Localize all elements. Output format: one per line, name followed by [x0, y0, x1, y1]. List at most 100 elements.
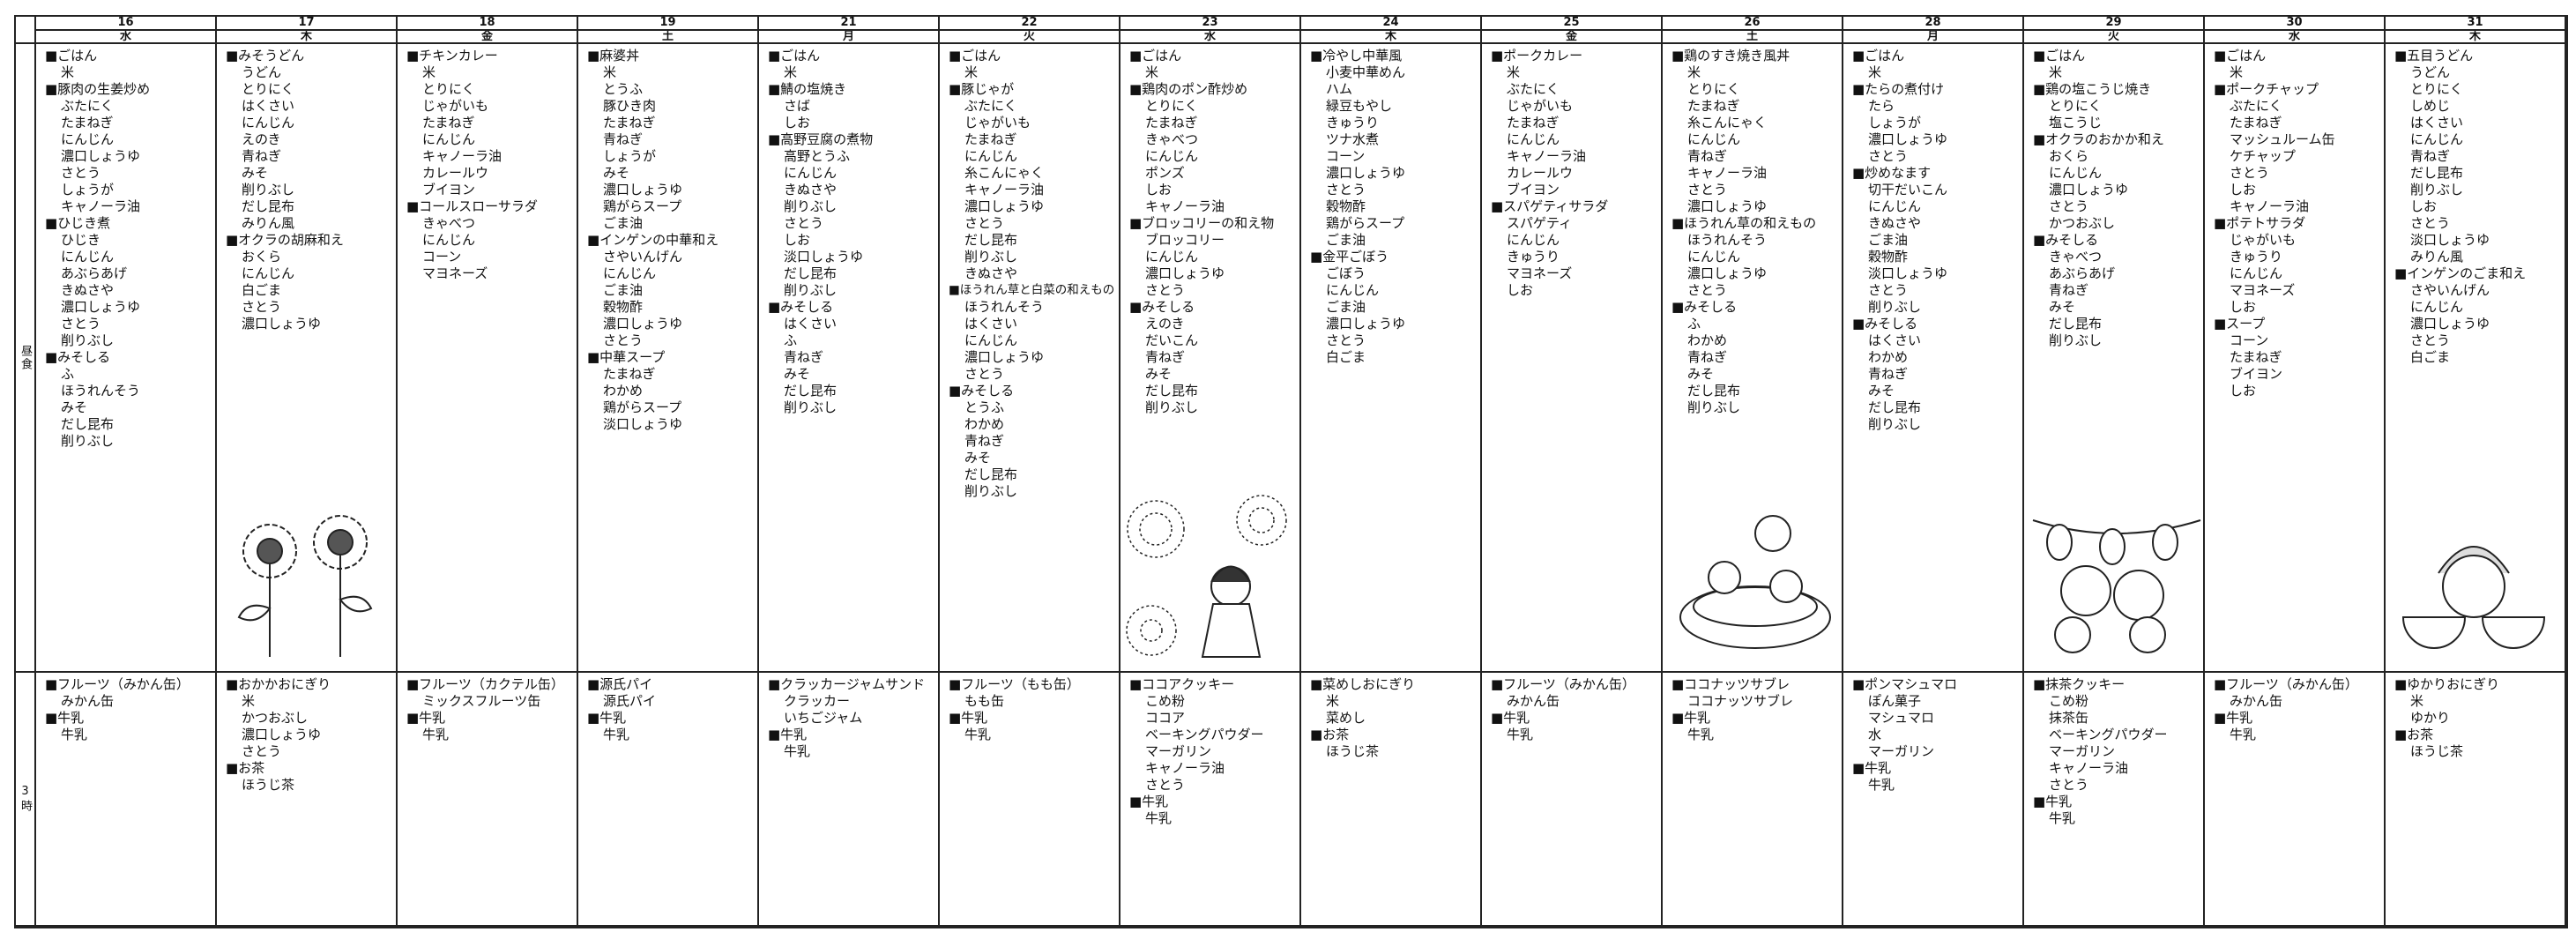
ingredient: ぽん菓子 — [1868, 693, 1922, 709]
dish-name: ■ゆかりおにぎり — [2394, 676, 2500, 692]
ingredient: 青ねぎ — [1687, 349, 1728, 365]
date-cell: 22 — [940, 17, 1120, 31]
ingredient: おくら — [2049, 148, 2089, 164]
ingredient: たら — [1868, 98, 1895, 114]
ingredient: マッシュルーム缶 — [2230, 131, 2335, 147]
lunch-cell: ■ポークカレー米ぶたにく じゃがいも たまねぎ にんじん キャノーラ油 カレールウ ブイヨン… — [1482, 44, 1663, 673]
ingredient: しお — [2230, 299, 2257, 315]
lunch-cell: ■鶏のすき焼き風丼米とりにく たまねぎ 糸こんにゃく にんじん 青ねぎ キャノーラ油 さとう… — [1663, 44, 1843, 673]
ingredient: カレールウ — [1507, 165, 1574, 181]
ingredient: にんじん — [964, 332, 1018, 348]
ingredient: クラッカー — [784, 693, 851, 709]
ingredient: 鶏がらスープ — [1326, 215, 1405, 231]
dish-name: ■みそしる — [1671, 299, 1738, 315]
ingredient: とうふ — [964, 399, 1005, 415]
ingredient: だし昆布 — [2410, 165, 2464, 181]
ingredient: こめ粉 — [2049, 693, 2089, 709]
ingredient: 削りぶし — [1868, 299, 1922, 315]
ingredient: キャノーラ油 — [61, 198, 141, 214]
ingredient: さば — [784, 98, 811, 114]
dish-name: ■インゲンのごま和え — [2394, 265, 2527, 281]
date-cell: 17 — [217, 17, 398, 31]
ingredient: さとう — [2410, 215, 2451, 231]
ingredient: 削りぶし — [784, 399, 838, 415]
ingredient: 青ねぎ — [603, 131, 644, 147]
dish-name: ■中華スープ — [587, 349, 666, 365]
ingredient: 牛乳 — [1507, 727, 1534, 742]
ingredient: たまねぎ — [1687, 98, 1740, 114]
ingredient: しめじ — [2410, 98, 2451, 114]
ingredient: 濃口しょうゆ — [61, 148, 141, 164]
ingredient: さとう — [2049, 198, 2089, 214]
date-cell: 30 — [2205, 17, 2386, 31]
ingredient: 米 — [603, 64, 617, 80]
ingredient: たまねぎ — [2230, 349, 2282, 365]
ingredient: とりにく — [1687, 81, 1740, 97]
ingredient: たまねぎ — [603, 115, 656, 130]
ingredient: にんじん — [1507, 131, 1560, 147]
dish-name: ■ごはん — [1129, 48, 1182, 63]
ingredient: 牛乳 — [784, 743, 811, 759]
weekday-cell: 水 — [36, 31, 217, 44]
ingredient: にんじん — [2049, 165, 2103, 181]
ingredient: マヨネーズ — [1507, 265, 1573, 281]
ingredient: だし昆布 — [784, 265, 838, 281]
ingredient: とりにく — [1145, 98, 1198, 114]
ingredient: みりん風 — [242, 215, 295, 231]
ingredient: 米 — [784, 64, 798, 80]
ingredient: ブイヨン — [422, 182, 476, 198]
ingredient: しお — [2410, 198, 2438, 214]
ingredient: しお — [2230, 182, 2257, 198]
ingredient: 白ごま — [242, 282, 282, 298]
ingredient: たまねぎ — [1507, 115, 1560, 130]
lunch-cell: ■ごはん米 ■豚肉の生姜炒め ぶたにく たまねぎ にんじん 濃口しょうゆ さとう しょうが キャ… — [36, 44, 217, 673]
ingredient: 牛乳 — [964, 727, 992, 742]
dish-name: ■牛乳 — [406, 710, 446, 726]
ingredient: 濃口しょうゆ — [1868, 131, 1948, 147]
ingredient: 青ねぎ — [964, 433, 1005, 449]
ingredient: マヨネーズ — [422, 265, 488, 281]
dish-name: ■鯖の塩焼き — [768, 81, 847, 97]
lunch-cell: ■五目うどん うどん とりにく しめじ はくさい にんじん 青ねぎ だし昆布 削りぶし しお さとう… — [2386, 44, 2566, 673]
ingredient: 牛乳 — [2230, 727, 2257, 742]
ingredient: じゃがいも — [964, 115, 1031, 130]
ingredient: はくさい — [2410, 115, 2464, 130]
date-cell: 16 — [36, 17, 217, 31]
ingredient: にんじん — [1145, 249, 1199, 265]
ingredient: しょうが — [603, 148, 657, 164]
dish-name: ■フルーツ（カクテル缶） — [406, 676, 564, 692]
ingredient: 濃口しょうゆ — [1326, 316, 1406, 332]
ingredient: にんじん — [2410, 299, 2464, 315]
ingredient: にんじん — [1145, 148, 1199, 164]
ingredient: わかめ — [1868, 349, 1909, 365]
dish-name: ■ごはん — [768, 48, 821, 63]
ingredient: キャノーラ油 — [964, 182, 1045, 198]
weekday-cell: 火 — [940, 31, 1120, 44]
ingredient: ほうれんそう — [1687, 232, 1768, 248]
ingredient: にんじん — [2410, 131, 2464, 147]
ingredient: 青ねぎ — [2049, 282, 2089, 298]
dish-name: ■お茶 — [226, 760, 265, 776]
ingredient: にんじん — [1687, 131, 1741, 147]
ingredient: しお — [1507, 282, 1534, 298]
ingredient: さとう — [1687, 282, 1728, 298]
ingredient: 鶏がらスープ — [603, 399, 682, 415]
ingredient: たまねぎ — [1145, 115, 1198, 130]
ingredient: 濃口しょうゆ — [61, 299, 141, 315]
ingredient: みそ — [242, 165, 269, 181]
dish-name: ■ごはん — [2214, 48, 2267, 63]
ingredient: 濃口しょうゆ — [2410, 316, 2490, 332]
snack-cell: ■おかかおにぎり米かつおぶし 濃口しょうゆ さとう ■お茶 ほうじ茶 — [217, 673, 398, 927]
ingredient: 削りぶし — [964, 249, 1018, 265]
snack-cell: ■ココナッツサブレ ココナッツサブレ ■牛乳 牛乳 — [1663, 673, 1843, 927]
dish-name: ■冷やし中華風 — [1310, 48, 1403, 63]
ingredient: いちごジャム — [784, 710, 863, 726]
ingredient: 削りぶし — [784, 282, 838, 298]
ingredient: 削りぶし — [1145, 399, 1199, 415]
ingredient: 削りぶし — [2049, 332, 2103, 348]
ingredient: うどん — [242, 64, 282, 80]
ingredient: にんじん — [1507, 232, 1560, 248]
date-cell: 29 — [2024, 17, 2205, 31]
dish-name: ■牛乳 — [768, 727, 808, 742]
dish-name: ■炒めなます — [1852, 165, 1932, 181]
